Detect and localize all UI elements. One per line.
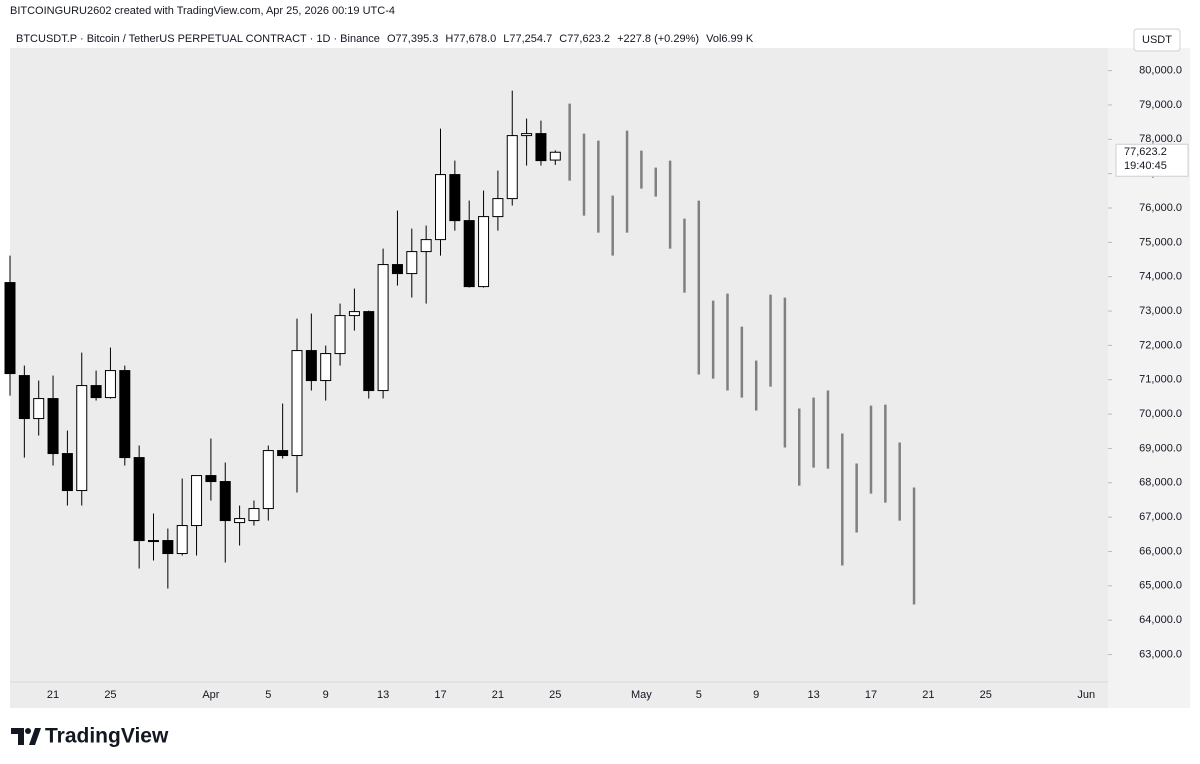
y-tick-label: 67,000.0 bbox=[1139, 511, 1182, 523]
y-tick-label: 76,000.0 bbox=[1139, 202, 1182, 214]
candle-body bbox=[291, 350, 303, 457]
y-tick-label: 80,000.0 bbox=[1139, 65, 1182, 77]
candle-body bbox=[506, 135, 518, 200]
candle-body bbox=[219, 481, 231, 522]
candle-body bbox=[119, 370, 131, 459]
x-tick-label: 9 bbox=[753, 689, 759, 701]
candle-body bbox=[205, 475, 217, 483]
y-tick-label: 74,000.0 bbox=[1139, 271, 1182, 283]
x-tick-label: 13 bbox=[807, 689, 819, 701]
change-value: +227.8 (+0.29%) bbox=[617, 33, 699, 45]
candle-body bbox=[61, 453, 73, 492]
candle-body bbox=[305, 350, 317, 382]
y-tick-label: 66,000.0 bbox=[1139, 545, 1182, 557]
candle-body bbox=[76, 385, 88, 492]
candle-body bbox=[4, 282, 16, 375]
x-tick-label: Apr bbox=[202, 689, 219, 701]
x-tick-label: 25 bbox=[980, 689, 992, 701]
candle-body bbox=[33, 398, 45, 420]
x-tick-label: 9 bbox=[323, 689, 329, 701]
x-tick-label: 21 bbox=[492, 689, 504, 701]
y-tick-label: 75,000.0 bbox=[1139, 236, 1182, 248]
x-tick-label: 25 bbox=[104, 689, 116, 701]
currency-label[interactable]: USDT bbox=[1142, 34, 1172, 46]
candle-body bbox=[463, 220, 475, 288]
candle-body bbox=[277, 450, 289, 457]
candle-body bbox=[406, 251, 418, 275]
open-value: O77,395.3 bbox=[387, 33, 438, 45]
candle-body bbox=[549, 151, 561, 161]
y-tick-label: 65,000.0 bbox=[1139, 580, 1182, 592]
x-tick-label: 21 bbox=[922, 689, 934, 701]
candle-body bbox=[248, 508, 260, 522]
candle-body bbox=[18, 375, 30, 420]
brand-logo bbox=[11, 728, 41, 745]
x-tick-label: 5 bbox=[696, 689, 702, 701]
candle-body bbox=[391, 264, 403, 275]
y-tick-label: 64,000.0 bbox=[1139, 614, 1182, 626]
x-tick-label: 25 bbox=[549, 689, 561, 701]
x-tick-label: 13 bbox=[377, 689, 389, 701]
y-tick-label: 68,000.0 bbox=[1139, 477, 1182, 489]
low-value: L77,254.7 bbox=[503, 33, 552, 45]
candle-body bbox=[234, 518, 246, 524]
candle-body bbox=[377, 264, 389, 392]
credit: BITCOINGURU2602 created with TradingView… bbox=[10, 5, 395, 17]
candle-body bbox=[521, 133, 533, 137]
candle-body bbox=[363, 311, 375, 392]
candle-body bbox=[348, 311, 360, 317]
logo-mark bbox=[29, 728, 41, 745]
x-tick-label: 17 bbox=[865, 689, 877, 701]
close-value: C77,623.2 bbox=[559, 33, 610, 45]
legend: BTCUSDT.P · Bitcoin / TetherUS PERPETUAL… bbox=[16, 33, 754, 45]
plot-area bbox=[10, 48, 1108, 708]
candle-body bbox=[133, 457, 145, 542]
y-tick-label: 71,000.0 bbox=[1139, 374, 1182, 386]
candle-body bbox=[535, 133, 547, 162]
y-tick-label: 79,000.0 bbox=[1139, 99, 1182, 111]
candle-body bbox=[449, 174, 461, 222]
candle-body bbox=[162, 540, 174, 555]
candle-body bbox=[478, 216, 490, 288]
candle-body bbox=[191, 475, 203, 527]
candle-body bbox=[320, 353, 332, 382]
x-tick-label: 17 bbox=[434, 689, 446, 701]
x-tick-label: 5 bbox=[265, 689, 271, 701]
y-tick-label: 73,000.0 bbox=[1139, 305, 1182, 317]
x-tick-label: 21 bbox=[47, 689, 59, 701]
candle-body bbox=[262, 450, 274, 510]
candle-body bbox=[176, 525, 188, 555]
logo-dot bbox=[25, 728, 31, 734]
high-value: H77,678.0 bbox=[445, 33, 496, 45]
volume-value: Vol6.99 K bbox=[706, 33, 754, 45]
x-tick-label: May bbox=[631, 689, 652, 701]
symbol: BTCUSDT.P · Bitcoin / TetherUS PERPETUAL… bbox=[16, 33, 380, 45]
price-label-box bbox=[1115, 143, 1189, 177]
price-label: 77,623.2 bbox=[1124, 146, 1167, 158]
y-tick-label: 63,000.0 bbox=[1139, 648, 1182, 660]
candle-body bbox=[334, 315, 346, 355]
candle-body bbox=[435, 174, 446, 241]
countdown-label: 19:40:45 bbox=[1124, 160, 1167, 172]
logo-mark bbox=[11, 728, 24, 745]
candle-body bbox=[104, 370, 116, 399]
y-tick-label: 72,000.0 bbox=[1139, 339, 1182, 351]
y-tick-label: 78,000.0 bbox=[1139, 133, 1182, 145]
candle-body bbox=[492, 198, 504, 218]
y-tick-label: 70,000.0 bbox=[1139, 408, 1182, 420]
brand-name: TradingView bbox=[45, 725, 169, 748]
x-tick-label: Jun bbox=[1077, 689, 1095, 701]
candle-body bbox=[148, 540, 159, 543]
y-tick-label: 69,000.0 bbox=[1139, 442, 1182, 454]
candle-body bbox=[47, 398, 59, 455]
candle-body bbox=[420, 239, 432, 253]
currency-button[interactable] bbox=[1133, 28, 1181, 52]
candle-body bbox=[90, 385, 102, 399]
